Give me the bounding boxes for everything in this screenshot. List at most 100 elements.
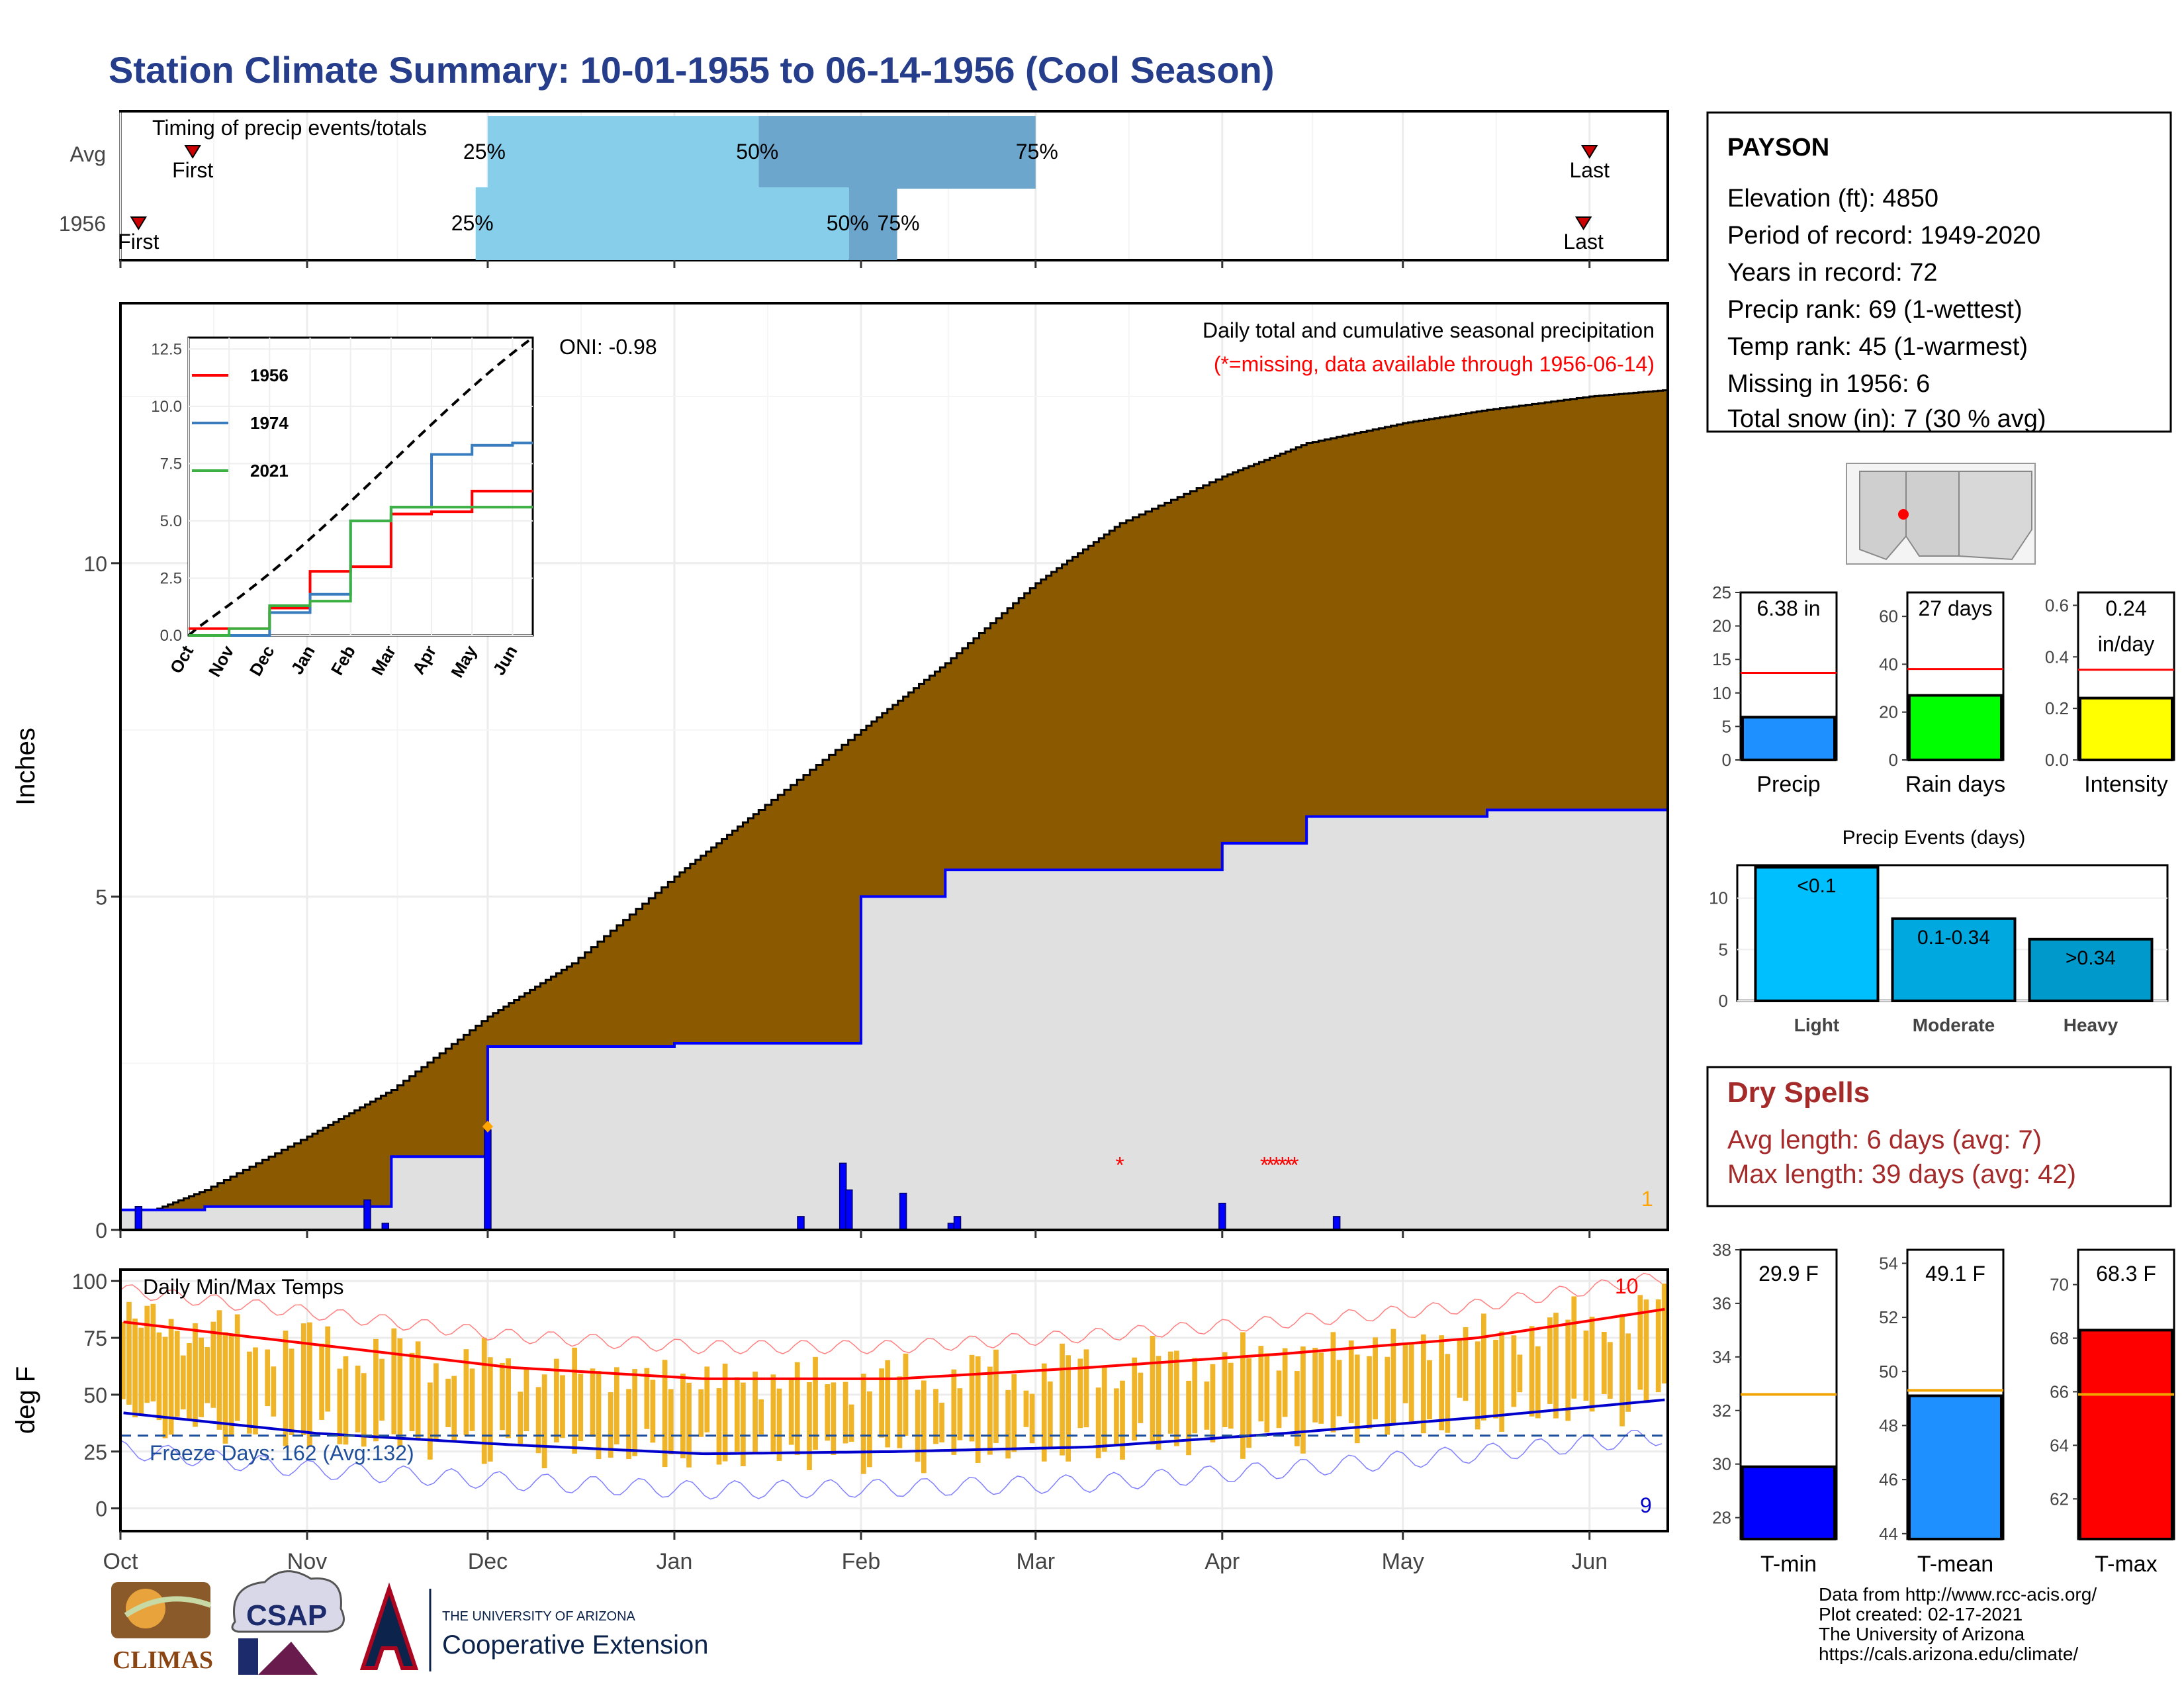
summary-value-label: in/day <box>2098 632 2154 656</box>
daily-temp-bar <box>1336 1360 1342 1417</box>
daily-temp-bar <box>451 1376 457 1442</box>
daily-temp-bar <box>307 1322 312 1447</box>
events-bar <box>1891 917 2017 1002</box>
ua-text: THE UNIVERSITY OF ARIZONA <box>442 1609 636 1624</box>
summary-value-label: 49.1 F <box>1925 1262 1985 1286</box>
daily-temp-bar <box>1077 1358 1083 1429</box>
summary-value-label: 0.24 <box>2105 596 2146 620</box>
summary-y-tick: 36 <box>1712 1293 1731 1313</box>
daily-temp-bar <box>1210 1364 1216 1442</box>
summary-y-tick: 38 <box>1712 1240 1731 1260</box>
daily-temp-bar <box>1222 1352 1228 1427</box>
daily-temp-bar <box>1167 1351 1173 1434</box>
daily-temp-bar <box>355 1365 361 1432</box>
summary-value-label: 68.3 F <box>2096 1262 2156 1286</box>
daily-temp-bar <box>373 1338 379 1442</box>
daily-temp-bar <box>193 1323 198 1427</box>
daily-temp-bar <box>1204 1382 1210 1430</box>
daily-temp-bar <box>1150 1335 1156 1445</box>
summary-y-tick: 32 <box>1712 1401 1731 1421</box>
summary-y-tick: 70 <box>2050 1275 2069 1295</box>
daily-temp-bar <box>433 1363 439 1442</box>
daily-temp-bar <box>463 1349 469 1436</box>
events-bar <box>2028 937 2154 1003</box>
freeze-label: Freeze Days: 162 (Avg:132) <box>150 1441 414 1465</box>
precip-summary-bars: 0 5 10 15 20 25 6.38 in Precip 0 20 40 60 27 days Rai… <box>1712 583 2175 797</box>
daily-temp-bar <box>1445 1354 1451 1433</box>
daily-temp-bar <box>650 1380 656 1443</box>
daily-temp-bar <box>1228 1362 1234 1429</box>
daily-temp-bar <box>138 1327 144 1416</box>
daily-temp-bar <box>807 1382 812 1470</box>
daily-temp-bar <box>535 1387 541 1454</box>
daily-temp-bar <box>325 1326 331 1412</box>
daily-temp-bar <box>867 1391 872 1468</box>
daily-temp-bar <box>343 1356 349 1445</box>
summary-y-tick: 0 <box>1889 750 1898 770</box>
month-label: Dec <box>468 1549 508 1574</box>
month-label: Jan <box>657 1549 693 1574</box>
daily-temp-bar <box>1101 1367 1107 1452</box>
daily-temp-bar <box>1367 1356 1372 1429</box>
snow-marker <box>482 1120 493 1133</box>
region-shape <box>1958 471 2032 561</box>
daily-temp-bar <box>969 1354 975 1442</box>
events-category-label: Moderate <box>1913 1015 1995 1035</box>
daily-precip-bar <box>845 1189 853 1231</box>
daily-temp-bar <box>445 1378 451 1427</box>
daily-temp-bar <box>1138 1372 1144 1423</box>
daily-temp-bar <box>1655 1299 1661 1393</box>
daily-temp-bar <box>1463 1327 1469 1401</box>
daily-temp-bar <box>1583 1331 1589 1401</box>
daily-temp-bar <box>427 1382 433 1460</box>
daily-temp-bar <box>1571 1296 1577 1399</box>
station-name: PAYSON <box>1727 134 1829 162</box>
record-min-line <box>120 1429 1662 1500</box>
daily-temp-bar <box>1312 1348 1318 1423</box>
daily-temp-bar <box>848 1404 854 1442</box>
daily-temp-bar <box>1318 1352 1324 1424</box>
daily-temp-bar <box>1480 1313 1486 1421</box>
summary-y-tick: 54 <box>1879 1253 1898 1273</box>
daily-temp-bar <box>1529 1326 1535 1417</box>
climas-text: CLIMAS <box>113 1646 213 1674</box>
events-bar-label: <0.1 <box>1797 875 1836 897</box>
daily-temp-bar <box>885 1360 891 1448</box>
daily-temp-bar <box>1601 1331 1607 1394</box>
daily-temp-bar <box>1192 1358 1198 1434</box>
daily-temp-bar <box>283 1331 289 1446</box>
precip-desc: Daily total and cumulative seasonal prec… <box>1203 318 1655 342</box>
daily-temp-bar <box>126 1301 132 1405</box>
missing-note: (*=missing, data available through 1956-… <box>1214 352 1655 376</box>
daily-temp-bar <box>506 1358 511 1438</box>
month-label: May <box>1382 1549 1424 1574</box>
station-line: Precip rank: 69 (1-wettest) <box>1727 296 2023 324</box>
footer-line: https://cals.arizona.edu/climate/ <box>1819 1644 2078 1664</box>
daily-temp-bar <box>1565 1319 1571 1421</box>
daily-temp-bar <box>770 1374 776 1452</box>
average-precip-line <box>120 806 1669 1211</box>
inset-average-curve <box>187 336 534 637</box>
summary-bar <box>1908 694 2003 762</box>
inset-y-tick: 7.5 <box>160 455 182 473</box>
daily-temp-bar <box>741 1382 746 1466</box>
daily-temp-bar <box>180 1355 186 1410</box>
inset-series-line <box>189 506 533 637</box>
timing-box-upper <box>758 116 1036 189</box>
daily-temp-bar <box>590 1368 596 1437</box>
daily-temp-bar <box>156 1332 162 1421</box>
missing-day-marker: * <box>1266 1152 1275 1178</box>
daily-temp-bar <box>975 1356 981 1463</box>
summary-category-label: T-max <box>2095 1552 2157 1577</box>
daily-temp-bar <box>1060 1343 1065 1456</box>
station-line: Missing in 1956: 6 <box>1727 370 1930 398</box>
daily-temp-bar <box>987 1366 993 1455</box>
inset-legend-label: 1974 <box>250 413 289 433</box>
first-marker <box>130 216 148 230</box>
daily-temp-bar <box>722 1363 728 1462</box>
month-label: Oct <box>103 1549 138 1574</box>
daily-temp-bar <box>686 1382 692 1468</box>
daily-temp-bar <box>1385 1356 1390 1435</box>
inset-y-tick: 2.5 <box>160 569 182 587</box>
